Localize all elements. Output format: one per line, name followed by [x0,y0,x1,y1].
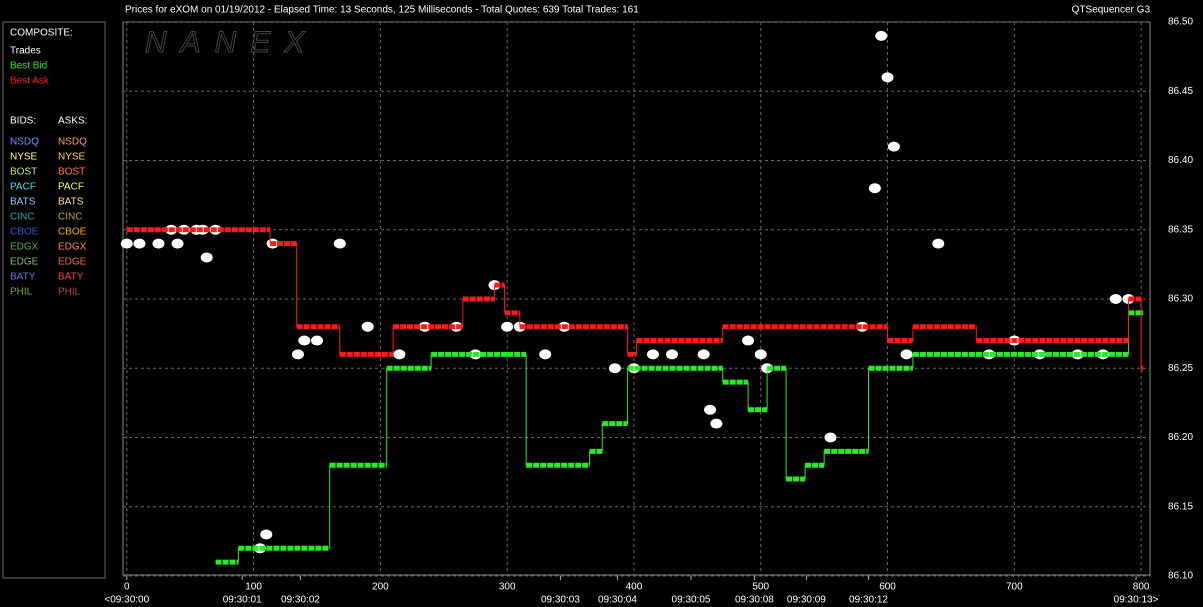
trade-marker [666,349,679,360]
legend-entry: NYSE [10,152,38,163]
time-tick-label: 09:30:02 [281,595,320,606]
trade-marker [754,349,767,360]
time-tick-label: <09:30:00 [104,595,149,606]
trade-marker [291,349,304,360]
trade-marker [704,404,717,415]
app-label: QTSequencer G3 [1072,5,1151,16]
y-tick-label: 86.45 [1168,86,1193,97]
legend-entry: Best Ask [10,76,50,87]
trade-marker [824,432,837,443]
legend-entry: BOST [58,167,85,178]
time-tick-label: 09:30:03 [541,595,580,606]
trade-marker [900,349,913,360]
time-tick-label: 09:30:01 [223,595,262,606]
trade-marker [887,141,900,152]
trade-marker [152,238,165,249]
legend-heading: BIDS: [10,116,36,127]
trade-marker [881,72,894,83]
time-tick-label: 09:30:13> [1114,595,1159,606]
legend-entry: NSDQ [58,137,87,148]
trade-marker [171,238,184,249]
trade-marker [393,349,406,360]
trade-marker [120,238,133,249]
trade-marker [539,349,552,360]
time-tick-label: 09:30:09 [787,595,826,606]
legend-heading: COMPOSITE: [10,28,73,39]
legend-entry: CBOE [10,227,39,238]
y-tick-label: 86.50 [1168,17,1193,28]
trade-marker [298,335,311,346]
y-tick-label: 86.20 [1168,432,1193,443]
y-tick-label: 86.10 [1168,571,1193,582]
time-tick-label: 09:30:05 [672,595,711,606]
legend-entry: BATY [58,272,84,283]
trade-marker [361,321,374,332]
legend-entry: PACF [10,182,36,193]
y-tick-label: 86.15 [1168,501,1193,512]
x-tick-label: 800 [1133,582,1150,593]
legend-entry: BATY [10,272,36,283]
trade-marker [875,30,888,41]
trade-marker [932,238,945,249]
legend-entry: NYSE [58,152,86,163]
y-tick-label: 86.35 [1168,224,1193,235]
y-tick-label: 86.40 [1168,155,1193,166]
chart-title: Prices for eXOM on 01/19/2012 - Elapsed … [125,5,639,16]
trade-marker [868,183,881,194]
x-tick-label: 100 [245,582,262,593]
trade-marker [200,252,213,263]
legend-entry: EDGX [58,242,87,253]
trade-marker [697,349,710,360]
trade-marker [608,363,621,374]
legend-entry: BATS [10,197,36,208]
legend-entry: EDGE [58,257,87,268]
watermark: NANEX [145,26,318,59]
x-tick-label: 300 [499,582,516,593]
x-tick-label: 0 [124,582,130,593]
legend-entry: PACF [58,182,84,193]
trade-marker [310,335,323,346]
trade-marker [710,418,723,429]
time-tick-label: 09:30:04 [598,595,637,606]
x-tick-label: 200 [372,582,389,593]
legend-entry: EDGE [10,257,39,268]
x-tick-label: 500 [752,582,769,593]
x-tick-label: 700 [1006,582,1023,593]
legend-panel [2,21,106,579]
legend-entry: BOST [10,167,37,178]
trade-marker [260,529,273,540]
legend-entry: BATS [58,197,84,208]
legend-heading: ASKS: [58,116,87,127]
time-tick-label: 09:30:08 [735,595,774,606]
legend-entry: EDGX [10,242,39,253]
legend-entry: PHIL [58,287,81,298]
y-tick-label: 86.25 [1168,363,1193,374]
trade-marker [1109,294,1122,304]
legend-entry: Trades [10,46,41,57]
time-tick-label: 09:30:12 [849,595,888,606]
trade-marker [501,321,514,332]
y-tick-label: 86.30 [1168,294,1193,305]
legend-entry: Best Bid [10,61,47,72]
trade-marker [133,238,146,249]
legend-entry: CINC [58,212,82,223]
x-tick-label: 400 [626,582,643,593]
trade-marker [333,238,346,249]
legend-entry: CINC [10,212,34,223]
trade-marker [646,349,659,360]
x-tick-label: 600 [879,582,896,593]
legend-entry: CBOE [58,227,87,238]
trade-marker [742,335,755,346]
legend-entry: NSDQ [10,137,39,148]
legend-entry: PHIL [10,287,33,298]
